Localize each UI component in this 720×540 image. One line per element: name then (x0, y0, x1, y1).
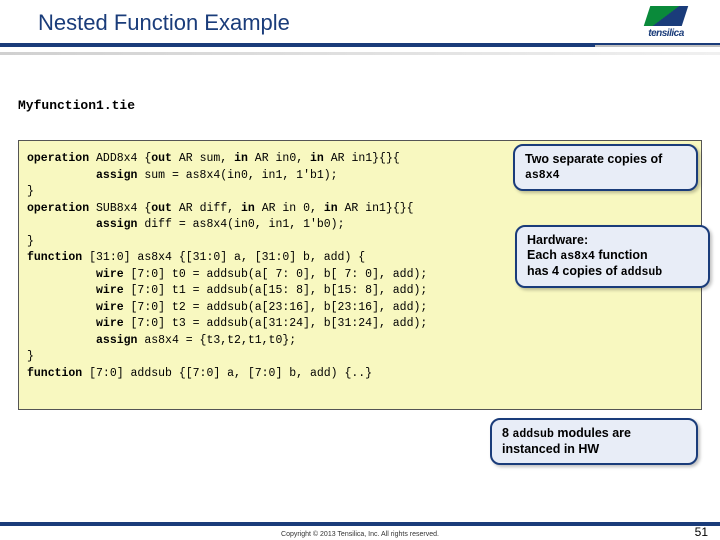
slide-header: Nested Function Example tensilica (0, 0, 720, 58)
copyright-text: Copyright © 2013 Tensilica, Inc. All rig… (0, 531, 720, 538)
callout2-mono2: addsub (621, 266, 662, 279)
callout3-prefix: 8 (502, 426, 512, 440)
tensilica-logo: tensilica (627, 4, 705, 40)
callout-eight-modules: 8 addsub modules are instanced in HW (490, 418, 698, 465)
logo-text: tensilica (648, 28, 684, 39)
callout1-mono: as8x4 (525, 169, 560, 182)
callout2-line3a: has 4 copies of (527, 264, 621, 278)
callout2-line2a: Each (527, 248, 560, 262)
header-rule (0, 43, 595, 47)
callout1-prefix: Two separate copies of (525, 152, 662, 166)
footer-rule (0, 522, 720, 526)
header-rule-accent (595, 43, 720, 47)
page-number: 51 (695, 525, 708, 539)
page-title: Nested Function Example (38, 10, 290, 36)
callout2-mono1: as8x4 (560, 250, 595, 263)
callout2-line2b: function (595, 248, 648, 262)
header-shadow (0, 52, 720, 55)
callout-two-copies: Two separate copies of as8x4 (513, 144, 698, 191)
filename-label: Myfunction1.tie (18, 98, 135, 113)
callout-hardware: Hardware: Each as8x4 function has 4 copi… (515, 225, 710, 288)
callout3-mono: addsub (512, 428, 553, 441)
callout2-line1: Hardware: (527, 233, 588, 247)
logo-mark-icon (644, 6, 688, 26)
